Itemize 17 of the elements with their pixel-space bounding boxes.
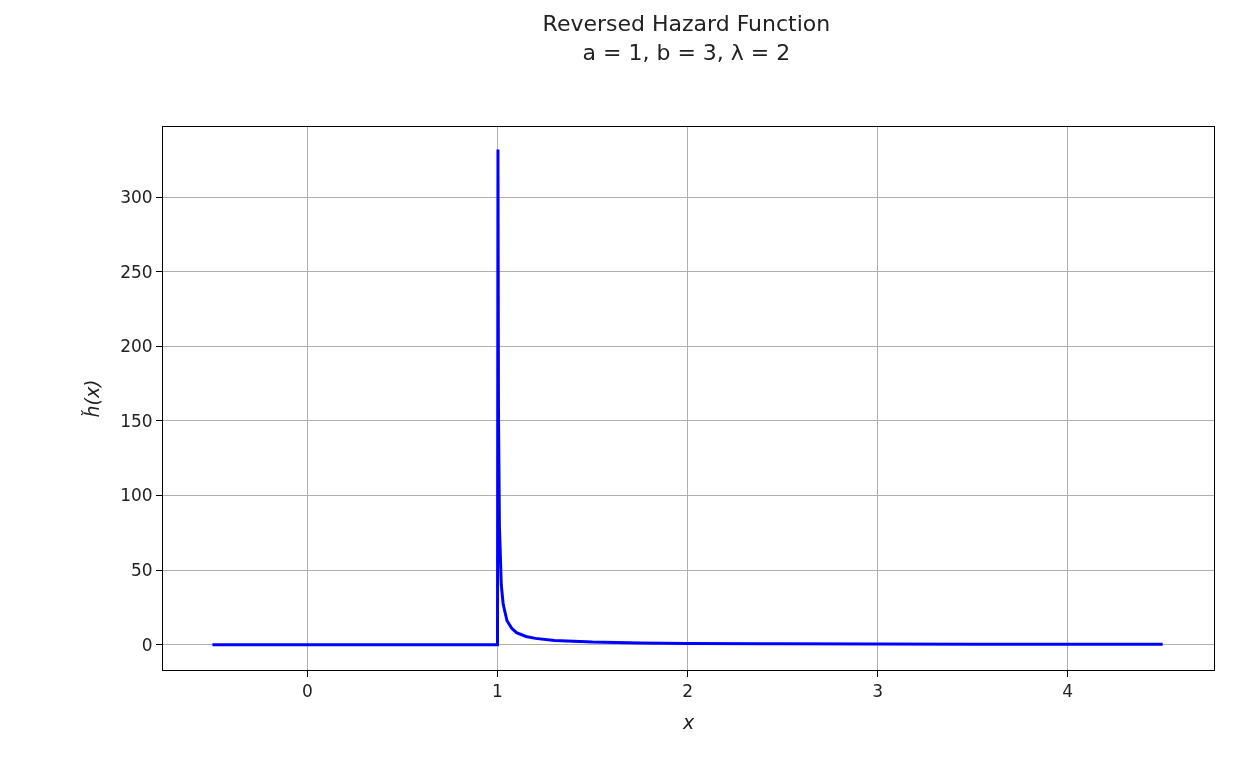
- y-tick-label: 50: [130, 560, 153, 580]
- y-tick-label: 200: [120, 336, 153, 357]
- x-axis-title: x: [681, 711, 695, 734]
- y-tick-label: 250: [120, 261, 153, 282]
- line-series: [210, 147, 1165, 647]
- x-tick-label: 3: [872, 681, 884, 702]
- chart-subtitle: a = 1, b = 3, λ = 2: [582, 39, 791, 65]
- y-tick-label: 300: [120, 187, 153, 208]
- y-axis-title: ȟ(x): [81, 379, 103, 418]
- x-tick-label: 1: [492, 681, 503, 702]
- x-tick-label: 4: [1062, 681, 1074, 702]
- x-tick-label: 0: [302, 681, 313, 702]
- y-tick-label: 100: [120, 485, 153, 506]
- chart-title: Reversed Hazard Function: [542, 10, 831, 36]
- x-tick-label: 2: [682, 681, 693, 702]
- y-tick-label: 0: [141, 634, 153, 655]
- y-tick-label: 150: [120, 410, 153, 431]
